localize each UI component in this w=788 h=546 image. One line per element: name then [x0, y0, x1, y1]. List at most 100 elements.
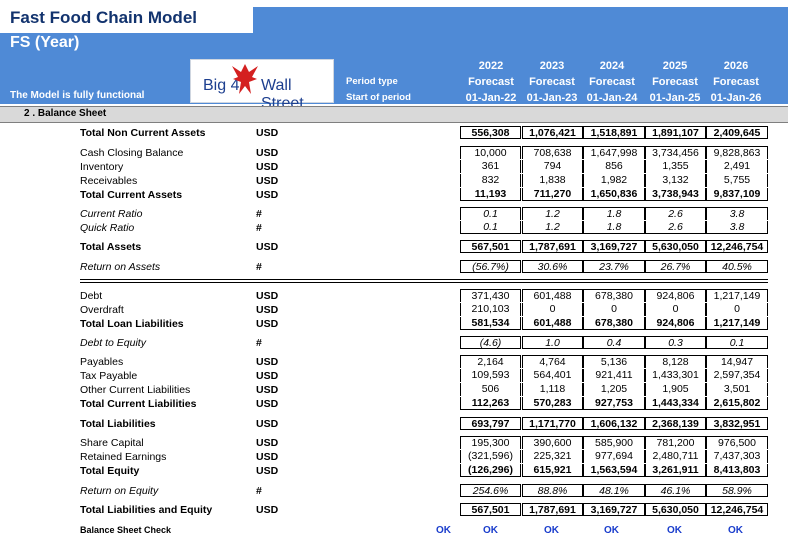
- value-cell[interactable]: 0: [645, 303, 706, 316]
- value-cell[interactable]: 7,437,303: [706, 450, 768, 463]
- value-cell[interactable]: 506: [460, 383, 521, 396]
- value-cell[interactable]: 1,905: [645, 383, 706, 396]
- value-cell[interactable]: 1,205: [583, 383, 645, 396]
- value-cell[interactable]: 3.8: [706, 221, 768, 234]
- value-cell[interactable]: 46.1%: [645, 484, 706, 497]
- value-cell[interactable]: 5,630,050: [645, 240, 706, 253]
- value-cell[interactable]: 1,891,107: [645, 126, 706, 139]
- value-cell[interactable]: 3,132: [645, 174, 706, 187]
- value-cell[interactable]: 2,615,802: [706, 397, 768, 410]
- value-cell[interactable]: 1.8: [583, 221, 645, 234]
- value-cell[interactable]: 601,488: [522, 289, 583, 302]
- value-cell[interactable]: 1.0: [522, 336, 583, 349]
- value-cell[interactable]: 371,430: [460, 289, 521, 302]
- value-cell[interactable]: 195,300: [460, 436, 521, 449]
- value-cell[interactable]: 11,193: [460, 188, 521, 201]
- value-cell[interactable]: 4,764: [522, 355, 583, 368]
- value-cell[interactable]: 48.1%: [583, 484, 645, 497]
- value-cell[interactable]: 832: [460, 174, 521, 187]
- value-cell[interactable]: 678,380: [583, 317, 645, 330]
- value-cell[interactable]: (56.7%): [460, 260, 521, 273]
- value-cell[interactable]: 711,270: [522, 188, 583, 201]
- value-cell[interactable]: 2,491: [706, 160, 768, 173]
- value-cell[interactable]: 781,200: [645, 436, 706, 449]
- value-cell[interactable]: 1,606,132: [583, 417, 645, 430]
- value-cell[interactable]: 570,283: [522, 397, 583, 410]
- value-cell[interactable]: 23.7%: [583, 260, 645, 273]
- value-cell[interactable]: 1,076,421: [522, 126, 583, 139]
- value-cell[interactable]: 3,832,951: [706, 417, 768, 430]
- value-cell[interactable]: 3,501: [706, 383, 768, 396]
- value-cell[interactable]: 0.1: [706, 336, 768, 349]
- value-cell[interactable]: 1,518,891: [583, 126, 645, 139]
- value-cell[interactable]: 30.6%: [522, 260, 583, 273]
- value-cell[interactable]: 88.8%: [522, 484, 583, 497]
- value-cell[interactable]: 1,650,836: [583, 188, 645, 201]
- value-cell[interactable]: 3,261,911: [645, 464, 706, 477]
- value-cell[interactable]: 0.3: [645, 336, 706, 349]
- value-cell[interactable]: 581,534: [460, 317, 521, 330]
- value-cell[interactable]: 921,411: [583, 369, 645, 382]
- value-cell[interactable]: 1.2: [522, 207, 583, 220]
- value-cell[interactable]: 9,828,863: [706, 146, 768, 159]
- value-cell[interactable]: 5,755: [706, 174, 768, 187]
- value-cell[interactable]: 390,600: [522, 436, 583, 449]
- value-cell[interactable]: 977,694: [583, 450, 645, 463]
- value-cell[interactable]: 5,136: [583, 355, 645, 368]
- value-cell[interactable]: 1,171,770: [522, 417, 583, 430]
- value-cell[interactable]: 8,128: [645, 355, 706, 368]
- value-cell[interactable]: 1,118: [522, 383, 583, 396]
- value-cell[interactable]: 1,787,691: [522, 503, 583, 516]
- value-cell[interactable]: 1,838: [522, 174, 583, 187]
- value-cell[interactable]: 0.1: [460, 221, 521, 234]
- value-cell[interactable]: 1,563,594: [583, 464, 645, 477]
- value-cell[interactable]: 1,787,691: [522, 240, 583, 253]
- value-cell[interactable]: 924,806: [645, 289, 706, 302]
- value-cell[interactable]: 856: [583, 160, 645, 173]
- value-cell[interactable]: 10,000: [460, 146, 521, 159]
- value-cell[interactable]: 3,738,943: [645, 188, 706, 201]
- value-cell[interactable]: 3.8: [706, 207, 768, 220]
- value-cell[interactable]: 2,368,139: [645, 417, 706, 430]
- value-cell[interactable]: 12,246,754: [706, 503, 768, 516]
- value-cell[interactable]: 210,103: [460, 303, 521, 316]
- value-cell[interactable]: 26.7%: [645, 260, 706, 273]
- value-cell[interactable]: 1.8: [583, 207, 645, 220]
- value-cell[interactable]: (4.6): [460, 336, 521, 349]
- value-cell[interactable]: 585,900: [583, 436, 645, 449]
- value-cell[interactable]: 0: [706, 303, 768, 316]
- value-cell[interactable]: 9,837,109: [706, 188, 768, 201]
- value-cell[interactable]: 1,217,149: [706, 317, 768, 330]
- value-cell[interactable]: 12,246,754: [706, 240, 768, 253]
- value-cell[interactable]: 678,380: [583, 289, 645, 302]
- value-cell[interactable]: 361: [460, 160, 521, 173]
- value-cell[interactable]: 5,630,050: [645, 503, 706, 516]
- value-cell[interactable]: 927,753: [583, 397, 645, 410]
- value-cell[interactable]: 1.2: [522, 221, 583, 234]
- value-cell[interactable]: 0: [522, 303, 583, 316]
- value-cell[interactable]: 3,169,727: [583, 503, 645, 516]
- value-cell[interactable]: 8,413,803: [706, 464, 768, 477]
- value-cell[interactable]: 693,797: [460, 417, 521, 430]
- value-cell[interactable]: 40.5%: [706, 260, 768, 273]
- value-cell[interactable]: 2.6: [645, 207, 706, 220]
- value-cell[interactable]: 708,638: [522, 146, 583, 159]
- value-cell[interactable]: 2,597,354: [706, 369, 768, 382]
- value-cell[interactable]: 2,409,645: [706, 126, 768, 139]
- value-cell[interactable]: 1,217,149: [706, 289, 768, 302]
- value-cell[interactable]: 615,921: [522, 464, 583, 477]
- value-cell[interactable]: 1,433,301: [645, 369, 706, 382]
- value-cell[interactable]: 1,355: [645, 160, 706, 173]
- value-cell[interactable]: 3,734,456: [645, 146, 706, 159]
- value-cell[interactable]: (321,596): [460, 450, 521, 463]
- value-cell[interactable]: (126,296): [460, 464, 521, 477]
- value-cell[interactable]: 254.6%: [460, 484, 521, 497]
- value-cell[interactable]: 0.1: [460, 207, 521, 220]
- value-cell[interactable]: 2,480,711: [645, 450, 706, 463]
- value-cell[interactable]: 1,982: [583, 174, 645, 187]
- value-cell[interactable]: 556,308: [460, 126, 521, 139]
- value-cell[interactable]: 1,443,334: [645, 397, 706, 410]
- value-cell[interactable]: 0: [583, 303, 645, 316]
- value-cell[interactable]: 1,647,998: [583, 146, 645, 159]
- value-cell[interactable]: 14,947: [706, 355, 768, 368]
